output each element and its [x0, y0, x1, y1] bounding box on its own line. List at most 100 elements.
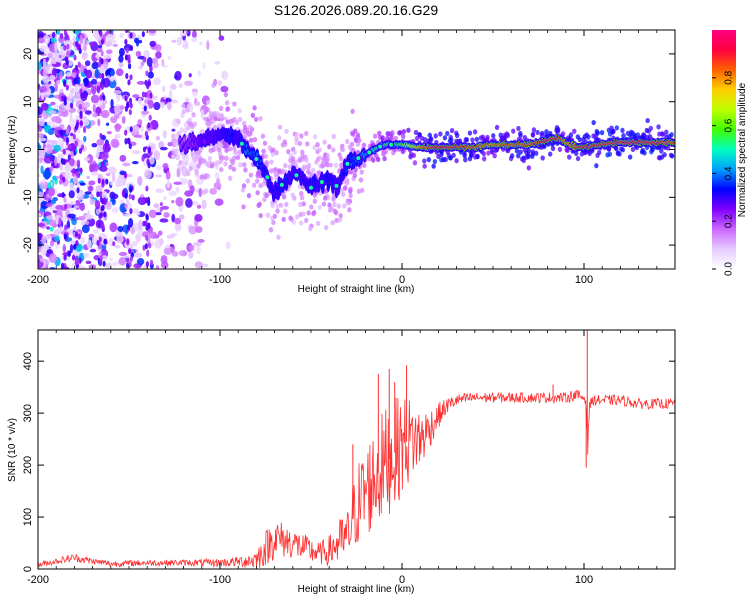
noise-blob — [159, 218, 169, 223]
spectrogram-x-label: Height of straight line (km) — [298, 284, 415, 295]
ridge-halo — [586, 134, 591, 140]
noise-streak — [98, 260, 103, 267]
noise-blob — [55, 30, 61, 35]
noise-blob — [115, 68, 124, 77]
noise-streak — [78, 148, 83, 155]
noise-blob — [114, 111, 119, 115]
noise-blob — [69, 157, 75, 167]
ridge-halo — [620, 127, 625, 134]
ridge-halo — [216, 185, 222, 191]
noise-blob — [54, 156, 58, 167]
ridge-halo — [263, 153, 269, 159]
noise-blob — [109, 181, 114, 186]
noise-blob — [79, 202, 85, 211]
noise-streak — [71, 254, 76, 261]
ridge-halo — [660, 131, 666, 137]
noise-blob — [197, 70, 201, 77]
noise-streak — [60, 262, 65, 269]
ridge-halo — [645, 117, 650, 124]
ridge-halo — [342, 203, 347, 209]
ridge-halo — [323, 225, 329, 231]
ridge-halo — [232, 155, 237, 161]
noise-blob — [70, 132, 74, 137]
ridge-halo — [521, 157, 527, 164]
noise-blob — [38, 232, 42, 242]
noise-blob — [108, 79, 117, 89]
ridge-halo — [300, 149, 305, 155]
ridge-halo — [656, 124, 661, 130]
ridge-halo — [219, 116, 225, 122]
noise-blob — [49, 166, 54, 172]
ridge-halo — [490, 149, 495, 155]
ridge-halo — [271, 219, 276, 226]
noise-blob — [147, 71, 154, 79]
x-tick-label: -100 — [209, 574, 231, 586]
ridge-halo — [301, 211, 306, 217]
noise-blob — [38, 124, 42, 130]
noise-blob — [92, 103, 96, 113]
ridge-halo — [281, 216, 286, 222]
noise-streak — [98, 61, 102, 68]
noise-blob — [135, 50, 142, 57]
ridge-halo — [286, 149, 291, 155]
noise-blob — [49, 74, 56, 81]
ridge-halo — [309, 172, 314, 178]
ridge-halo — [345, 138, 350, 145]
noise-blob — [106, 131, 112, 135]
ridge-halo — [451, 152, 456, 158]
ridge-halo — [231, 166, 237, 172]
ridge-halo — [304, 217, 309, 224]
noise-streak — [145, 261, 150, 268]
noise-blob — [43, 125, 52, 130]
noise-blob — [151, 57, 159, 64]
noise-streak — [147, 200, 151, 207]
noise-blob — [81, 52, 87, 61]
ridge-halo — [401, 128, 407, 135]
noise-blob — [200, 109, 205, 119]
noise-blob — [50, 101, 56, 106]
y-tick-label: 10 — [22, 96, 34, 108]
noise-blob — [138, 65, 144, 70]
noise-blob — [41, 235, 47, 245]
ridge-halo — [526, 165, 532, 171]
x-tick-label: 100 — [575, 274, 593, 286]
noise-blob — [66, 50, 71, 59]
ridge-halo — [179, 127, 185, 133]
ridge-halo — [306, 210, 311, 216]
ridge-halo — [290, 192, 295, 198]
ridge-halo — [242, 124, 248, 131]
noise-streak — [80, 144, 85, 151]
noise-blob — [180, 30, 187, 37]
noise-blob — [153, 77, 161, 86]
ridge-halo — [268, 168, 274, 174]
noise-blob — [155, 164, 162, 171]
noise-blob — [199, 41, 203, 46]
ridge-halo — [572, 128, 577, 134]
noise-streak — [78, 48, 82, 55]
ridge-halo — [367, 156, 372, 162]
noise-blob — [110, 75, 115, 82]
ridge-halo — [627, 154, 633, 160]
x-tick-label: -200 — [27, 574, 49, 586]
noise-blob — [119, 154, 127, 162]
noise-blob — [113, 90, 122, 95]
noise-blob — [121, 115, 126, 124]
ridge-halo — [327, 202, 332, 208]
noise-blob — [38, 173, 41, 178]
noise-blob — [122, 162, 131, 167]
noise-blob — [84, 60, 91, 67]
ridge-halo — [524, 154, 529, 160]
ridge-knot-core — [309, 185, 313, 190]
noise-streak — [65, 136, 69, 143]
ridge-halo — [291, 219, 297, 225]
noise-streak — [59, 33, 64, 40]
noise-blob — [192, 30, 197, 39]
noise-blob — [161, 64, 169, 68]
ridge-halo — [233, 149, 238, 156]
ridge-halo — [252, 105, 257, 111]
noise-blob — [192, 241, 202, 247]
noise-blob — [42, 169, 52, 179]
ridge-halo — [192, 121, 198, 127]
noise-blob — [46, 120, 55, 127]
